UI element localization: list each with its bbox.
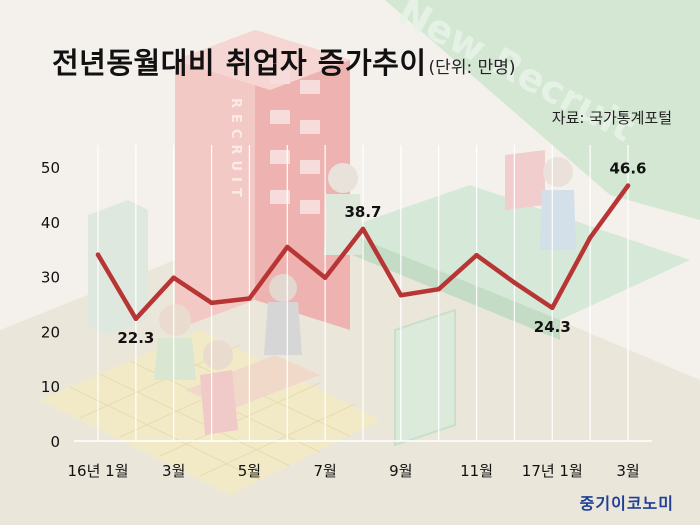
green-platform-side [340, 230, 560, 340]
data-point [625, 183, 631, 188]
chart-title-block: 전년동월대비 취업자 증가추이 (단위: 만명) [52, 40, 516, 82]
x-tick-label: 9월 [389, 462, 412, 480]
person-shape-1 [159, 304, 191, 336]
y-tick-label: 40 [41, 214, 60, 232]
person-body-5 [540, 190, 576, 250]
x-tick-label: 5월 [238, 462, 261, 480]
person-shape-5 [543, 157, 573, 187]
x-tick-label: 7월 [313, 462, 336, 480]
x-tick-label: 17년 1월 [522, 462, 583, 480]
data-point [247, 296, 252, 301]
data-point [512, 280, 517, 285]
x-tick-label: 3월 [616, 462, 639, 480]
data-label: 22.3 [117, 329, 154, 347]
chair-shape-1 [200, 370, 238, 435]
data-point [436, 287, 441, 292]
person-body-1 [154, 338, 196, 380]
y-tick-label: 30 [41, 269, 60, 287]
brand-logo: 중기이코노미 [579, 494, 674, 513]
unit-label: (단위: 만명) [428, 58, 516, 78]
shelf-shape [88, 200, 148, 335]
data-label: 46.6 [609, 160, 646, 178]
data-point [171, 275, 176, 280]
data-point [398, 293, 404, 298]
data-point [209, 300, 214, 306]
data-label: 38.7 [344, 203, 381, 221]
data-point [322, 275, 328, 280]
data-point [360, 226, 366, 232]
door-shape [394, 308, 456, 447]
x-tick-label: 11월 [460, 462, 493, 480]
y-tick-label: 50 [41, 159, 60, 177]
person-shape-4 [328, 163, 358, 193]
data-point [133, 316, 139, 321]
person-shape-2 [203, 340, 233, 370]
data-point [95, 252, 101, 257]
series-layer [95, 183, 631, 322]
data-point [550, 305, 555, 311]
person-body-3 [264, 302, 302, 355]
x-tick-label: 3월 [162, 462, 185, 480]
person-shape-3 [269, 274, 297, 302]
grid-layer [97, 145, 629, 441]
data-point [285, 244, 290, 250]
label-layer: 22.3 38.7 24.3 46.6 [117, 160, 646, 347]
y-tick-label: 0 [50, 433, 60, 451]
x-tick-label: 16년 1월 [68, 462, 129, 480]
y-tick-label: 20 [41, 323, 60, 341]
axis-layer: 0 10 20 30 40 50 16년 1월 3월 5월 7월 9월 11월 17년 1월 3월 [41, 159, 652, 480]
data-point [474, 253, 479, 258]
chart-title: 전년동월대비 취업자 증가추이 [52, 46, 427, 80]
source-label: 자료: 국가통계포털 [551, 109, 672, 127]
y-tick-label: 10 [41, 378, 60, 396]
building-sign-text: RECRUIT [228, 98, 243, 203]
data-label: 24.3 [534, 318, 571, 336]
data-point [587, 235, 593, 240]
